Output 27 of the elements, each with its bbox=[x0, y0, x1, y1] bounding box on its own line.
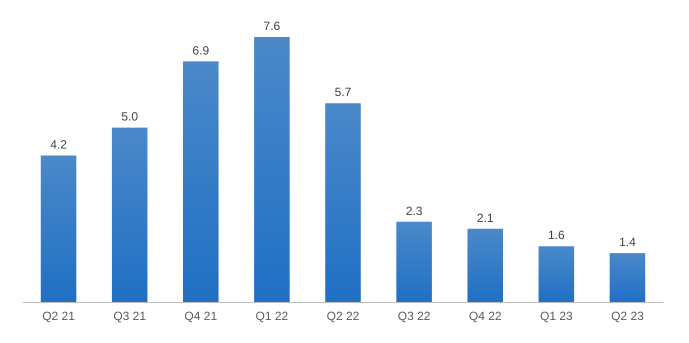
data-label: 7.6 bbox=[264, 18, 281, 33]
x-tick-label: Q1 22 bbox=[256, 309, 289, 323]
x-tick-label: Q2 21 bbox=[42, 309, 76, 323]
x-tick-label: Q4 22 bbox=[468, 309, 502, 323]
bar bbox=[610, 253, 646, 302]
bar bbox=[183, 61, 219, 302]
x-tick-label: Q2 23 bbox=[611, 309, 644, 323]
x-tick-label: Q3 21 bbox=[113, 309, 146, 323]
data-label: 5.7 bbox=[334, 85, 352, 100]
x-tick-label: Q3 22 bbox=[398, 309, 431, 323]
data-label: 2.3 bbox=[406, 204, 423, 218]
bar bbox=[112, 128, 148, 302]
data-label: 6.9 bbox=[192, 43, 210, 58]
bar bbox=[396, 222, 432, 302]
bar bbox=[538, 246, 574, 302]
x-tick-label: Q4 21 bbox=[184, 309, 218, 323]
data-label: 1.4 bbox=[619, 235, 636, 250]
data-label: 2.1 bbox=[476, 210, 494, 225]
data-label: 4.2 bbox=[50, 138, 68, 152]
data-label: 5.0 bbox=[121, 110, 138, 124]
bar bbox=[40, 156, 76, 302]
bar bbox=[467, 228, 503, 302]
data-label: 1.6 bbox=[548, 228, 565, 242]
bar bbox=[325, 103, 361, 302]
x-tick-label: Q1 23 bbox=[540, 309, 573, 323]
x-tick-label: Q2 22 bbox=[326, 309, 360, 323]
bar bbox=[254, 36, 290, 302]
